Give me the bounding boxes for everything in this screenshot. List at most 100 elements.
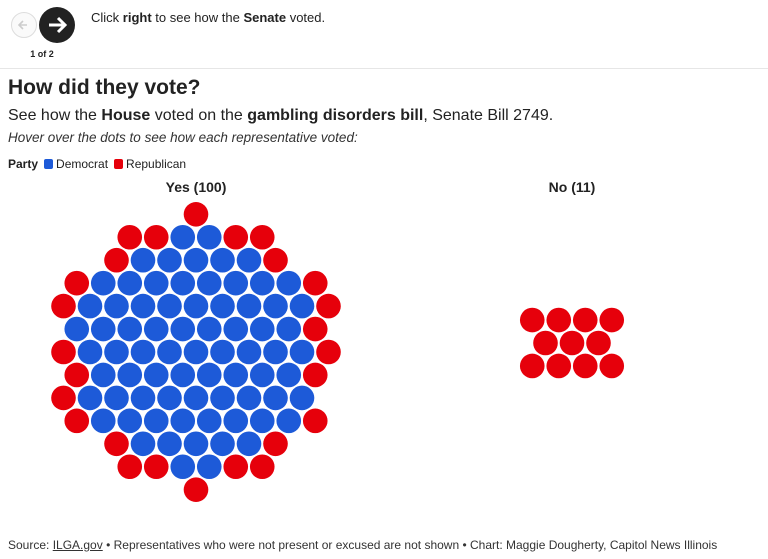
dot bbox=[263, 293, 288, 319]
dot bbox=[170, 270, 196, 296]
legend-swatch bbox=[114, 159, 124, 169]
dot bbox=[90, 408, 116, 434]
dot bbox=[157, 293, 182, 319]
dot bbox=[143, 224, 169, 250]
dot bbox=[64, 270, 90, 296]
dot bbox=[104, 385, 129, 411]
dot bbox=[183, 339, 209, 365]
dot bbox=[249, 362, 275, 388]
dot bbox=[572, 353, 598, 379]
text: , Senate Bill 2749. bbox=[423, 107, 554, 124]
dot bbox=[170, 408, 196, 434]
dot bbox=[183, 202, 209, 227]
chart-title: How did they vote? bbox=[8, 76, 201, 99]
dot bbox=[210, 385, 235, 411]
dot bbox=[90, 316, 116, 342]
dot bbox=[183, 385, 209, 411]
dot bbox=[143, 408, 169, 434]
text: House bbox=[101, 107, 151, 124]
note: Hover over the dots to see how each repr… bbox=[8, 130, 358, 145]
next-button[interactable] bbox=[39, 7, 75, 43]
dot bbox=[249, 408, 275, 434]
dot bbox=[289, 339, 315, 365]
dot bbox=[289, 385, 315, 411]
dot bbox=[249, 454, 275, 480]
subtitle: See how the House voted on the gambling … bbox=[8, 107, 553, 125]
dot bbox=[249, 316, 275, 342]
dot bbox=[183, 431, 209, 457]
dot bbox=[546, 307, 572, 333]
dot bbox=[104, 431, 129, 457]
text: voted on the bbox=[150, 107, 248, 124]
dot bbox=[77, 339, 103, 365]
dot bbox=[519, 353, 545, 379]
dot bbox=[223, 224, 249, 250]
next-icon bbox=[49, 16, 68, 34]
dot bbox=[90, 362, 116, 388]
dot bbox=[143, 316, 169, 342]
prev-button[interactable] bbox=[11, 12, 37, 38]
dot bbox=[519, 307, 545, 333]
text: voted. bbox=[286, 10, 326, 25]
dot bbox=[117, 362, 143, 388]
dot bbox=[533, 330, 558, 356]
dot bbox=[196, 270, 222, 296]
chart: Yes (100) No (11) bbox=[51, 179, 625, 502]
dot bbox=[223, 270, 249, 296]
dot bbox=[196, 224, 222, 250]
dot bbox=[263, 431, 288, 457]
dot bbox=[316, 293, 341, 319]
dot bbox=[143, 454, 169, 480]
group-label: Yes (100) bbox=[166, 179, 227, 195]
dot bbox=[276, 316, 302, 342]
legend: Party Democrat Republican bbox=[8, 157, 186, 171]
dot bbox=[223, 362, 249, 388]
dot bbox=[117, 316, 143, 342]
dot bbox=[546, 353, 572, 379]
dot bbox=[170, 316, 196, 342]
dot bbox=[183, 247, 209, 273]
dot bbox=[236, 293, 262, 319]
dot bbox=[249, 224, 275, 250]
source-link[interactable]: ILGA.gov bbox=[52, 538, 103, 552]
dot bbox=[104, 293, 129, 319]
dot bbox=[170, 224, 196, 250]
dot bbox=[599, 307, 625, 333]
dot bbox=[117, 408, 143, 434]
dot bbox=[130, 247, 156, 273]
dot bbox=[196, 316, 222, 342]
dot bbox=[196, 454, 222, 480]
dot bbox=[210, 247, 235, 273]
dot bbox=[130, 293, 156, 319]
dot bbox=[157, 339, 182, 365]
dot bbox=[51, 339, 76, 365]
dot bbox=[130, 385, 156, 411]
dot bbox=[263, 247, 288, 273]
dot bbox=[249, 270, 275, 296]
legend-label: Republican bbox=[126, 157, 187, 171]
dot bbox=[236, 247, 262, 273]
text: Click bbox=[91, 10, 123, 25]
legend-label: Democrat bbox=[56, 157, 109, 171]
dot bbox=[196, 408, 222, 434]
dot bbox=[223, 408, 249, 434]
dot bbox=[64, 362, 90, 388]
text: See how the bbox=[8, 107, 102, 124]
dot bbox=[104, 247, 129, 273]
dot bbox=[183, 477, 209, 502]
dot bbox=[263, 385, 288, 411]
dot bbox=[77, 293, 103, 319]
dot bbox=[276, 270, 302, 296]
dot bbox=[143, 362, 169, 388]
dot bbox=[196, 362, 222, 388]
legend-title: Party bbox=[8, 157, 39, 171]
dot bbox=[90, 270, 116, 296]
text: gambling disorders bill bbox=[247, 107, 424, 124]
group-label: No (11) bbox=[549, 179, 596, 195]
dot bbox=[223, 316, 249, 342]
dot bbox=[117, 224, 143, 250]
instruction: Click right to see how the Senate voted. bbox=[91, 10, 325, 25]
dot bbox=[302, 270, 328, 296]
dot bbox=[104, 339, 129, 365]
